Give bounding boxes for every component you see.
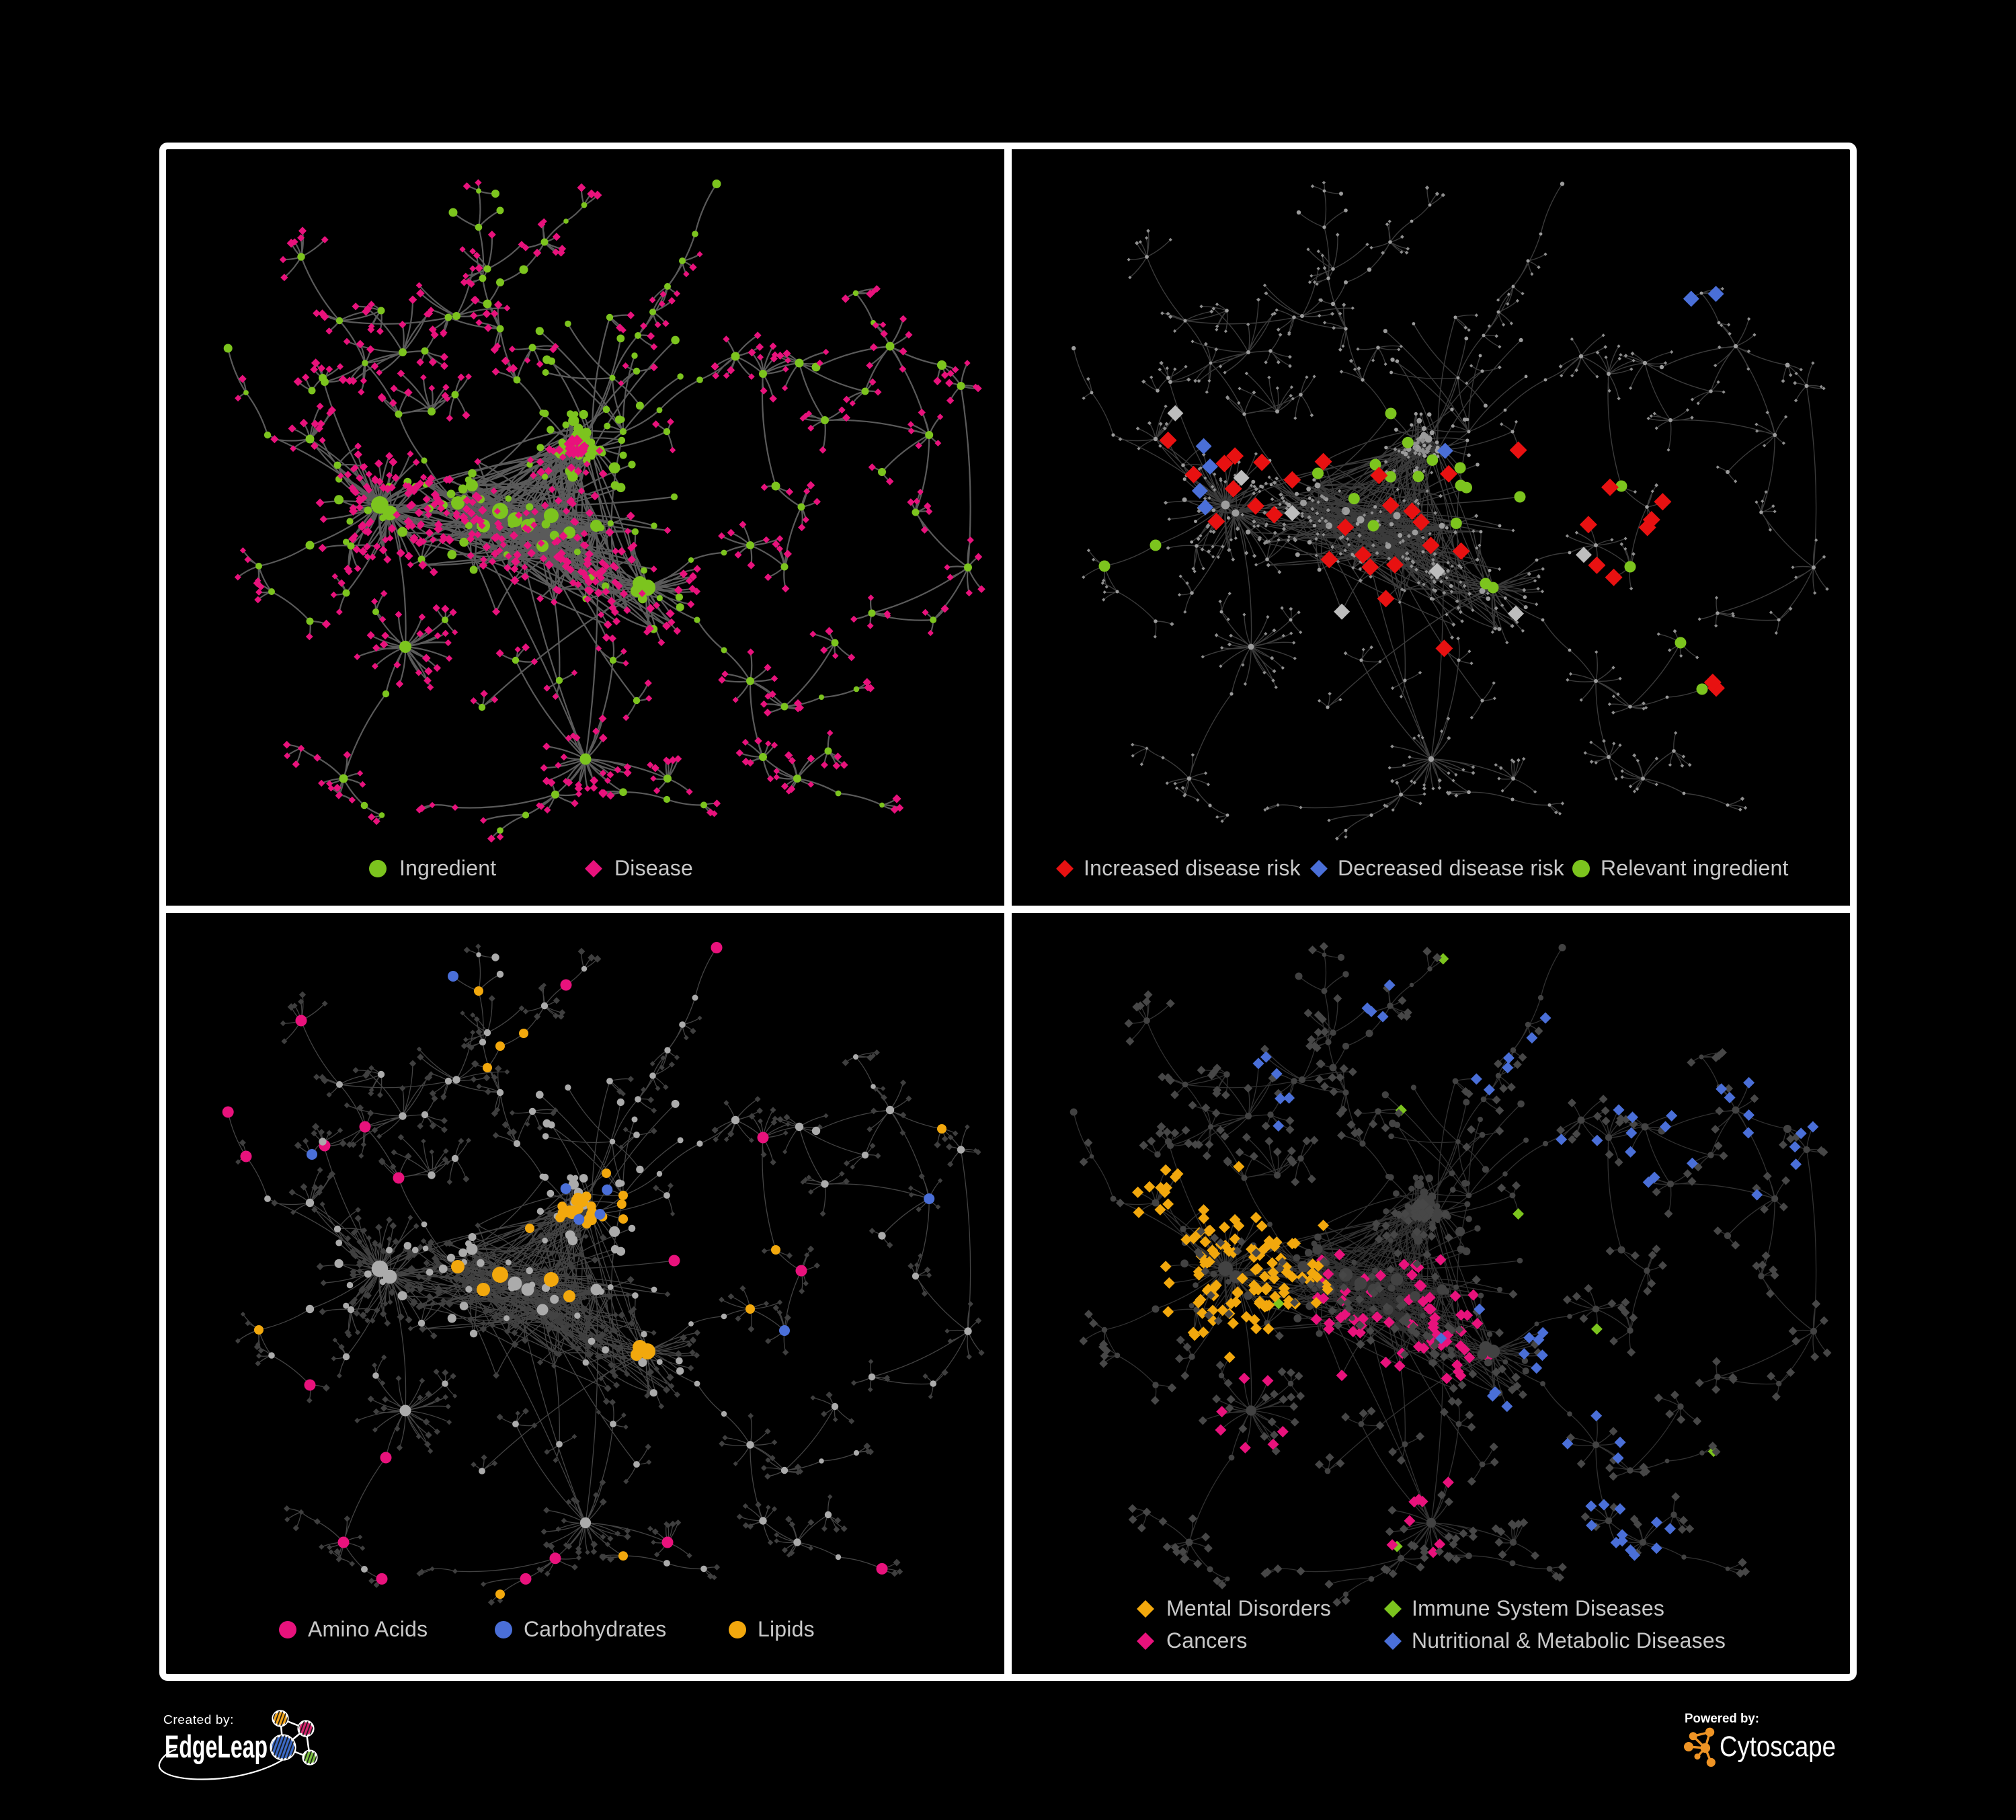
svg-text:Cytoscape: Cytoscape: [1720, 1731, 1836, 1763]
svg-text:Created by:: Created by:: [163, 1713, 234, 1727]
svg-text:Powered by:: Powered by:: [1685, 1712, 1759, 1726]
svg-text:EdgeLeap: EdgeLeap: [165, 1729, 268, 1764]
